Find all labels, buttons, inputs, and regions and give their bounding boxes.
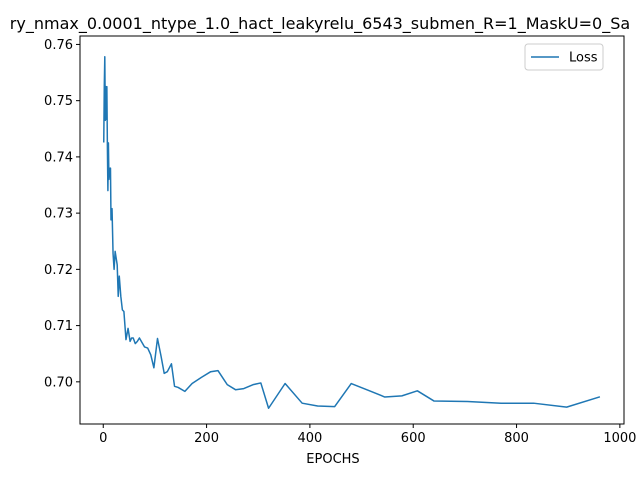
x-tick-label: 600 xyxy=(401,431,426,446)
y-tick-label: 0.75 xyxy=(44,94,73,109)
legend-frame xyxy=(524,43,604,71)
y-tick-label: 0.71 xyxy=(44,319,73,334)
x-tick-label: 400 xyxy=(297,431,322,446)
chart-title: ry_nmax_0.0001_ntype_1.0_hact_leakyrelu_… xyxy=(10,14,630,34)
x-tick-label: 200 xyxy=(194,431,219,446)
axes-layer: 0 200 400 600 800 1000 0.70 0.71 0.72 0.73 0.74 0.7… xyxy=(44,35,636,446)
legend: Loss xyxy=(524,43,604,71)
legend-label-loss: Loss xyxy=(569,51,598,66)
series-line-loss xyxy=(103,56,601,410)
x-tick-label: 800 xyxy=(504,431,529,446)
x-axis-title: EPOCHS xyxy=(306,452,359,467)
y-tick-label: 0.74 xyxy=(44,150,73,165)
y-tick-label: 0.70 xyxy=(44,375,73,390)
y-tick-label: 0.72 xyxy=(44,263,73,278)
x-tick-label: 0 xyxy=(99,431,107,446)
axes-frame xyxy=(79,35,625,425)
series-layer xyxy=(103,56,601,410)
y-tick-label: 0.73 xyxy=(44,207,73,222)
y-tick-label: 0.76 xyxy=(44,38,73,53)
x-tick-label: 1000 xyxy=(603,431,636,446)
